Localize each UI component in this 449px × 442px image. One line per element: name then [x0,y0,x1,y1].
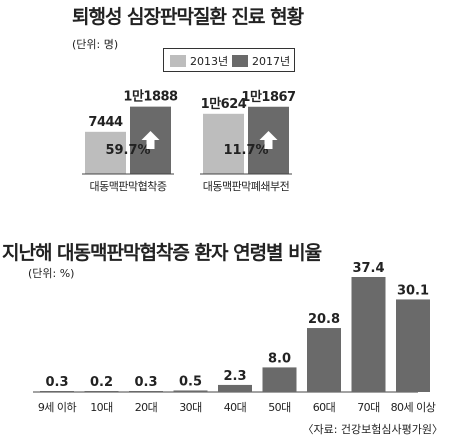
chart2-bar-0 [40,391,74,392]
chart2-bar-6 [307,328,341,392]
legend-label-2017: 2017년 [252,55,291,68]
chart2-value-label-2: 0.3 [134,375,157,390]
chart2-value-label-0: 0.3 [45,375,68,390]
legend-swatch-2017 [232,55,248,67]
chart1-value-label-1-1: 1만1867 [241,89,296,105]
chart1-unit: (단위: 명) [72,38,119,51]
chart2-value-label-1: 0.2 [90,375,113,390]
source-note: 〈자료: 건강보험심사평가원〉 [302,423,443,436]
chart2-bar-3 [173,390,208,392]
chart2-category-label-6: 60대 [313,401,336,414]
chart2-value-label-7: 37.4 [352,261,384,276]
chart2-value-label-8: 30.1 [397,283,429,298]
chart1-category-label-0: 대동맥판막협착증 [90,180,167,193]
up-arrow-icon [259,131,278,149]
chart2-bar-2 [129,391,163,392]
chart1-growth-label-0: 59.7% [105,143,150,158]
up-arrow-icon [141,131,160,149]
chart2-value-label-5: 8.0 [268,351,291,366]
legend-item-2013: 2013년 [170,53,228,69]
chart1-title: 퇴행성 심장판막질환 진료 현황 [72,6,304,28]
chart2-plot: 0.3 9세 이하 0.2 10대 0.3 20대 0.5 30대 2.3 40대 8.0 50대 20… [33,261,436,414]
chart2-category-label-2: 20대 [135,401,158,414]
chart2-value-label-3: 0.5 [179,374,202,389]
chart2-value-label-6: 20.8 [308,312,340,327]
chart1-value-label-0-1: 1만1888 [123,89,178,105]
chart2-category-label-8: 80세 이상 [391,401,436,414]
chart2-bar-8 [396,299,430,392]
legend-swatch-2013 [170,55,186,67]
chart2-category-label-5: 50대 [268,401,291,414]
chart2-category-label-4: 40대 [224,401,247,414]
legend-item-2017: 2017년 [232,53,290,69]
chart2-category-label-0: 9세 이하 [38,400,77,414]
chart2-bar-7 [351,277,386,392]
chart1-bar-0-0 [85,131,126,174]
chart2-title: 지난해 대동맥판막협착증 환자 연령별 비율 [2,242,322,264]
chart1-legend: 2013년 2017년 [163,48,295,72]
chart2-value-label-4: 2.3 [223,369,246,384]
chart2-category-label-3: 30대 [179,401,202,414]
chart2-bar-4 [218,384,252,392]
chart1-category-label-1: 대동맥판막폐쇄부전 [203,180,290,193]
chart1-growth-label-1: 11.7% [223,143,268,158]
chart1-value-label-0-0: 7444 [88,115,123,130]
chart2-unit: (단위: %) [28,267,75,280]
chart2-category-label-1: 10대 [90,401,113,414]
chart1-value-label-1-0: 1만624 [201,96,247,112]
chart2-bar-5 [262,367,297,392]
legend-label-2013: 2013년 [190,55,229,68]
chart2-category-label-7: 70대 [357,401,380,414]
chart1-bar-1-0 [203,113,244,174]
chart2-bar-1 [84,391,119,392]
